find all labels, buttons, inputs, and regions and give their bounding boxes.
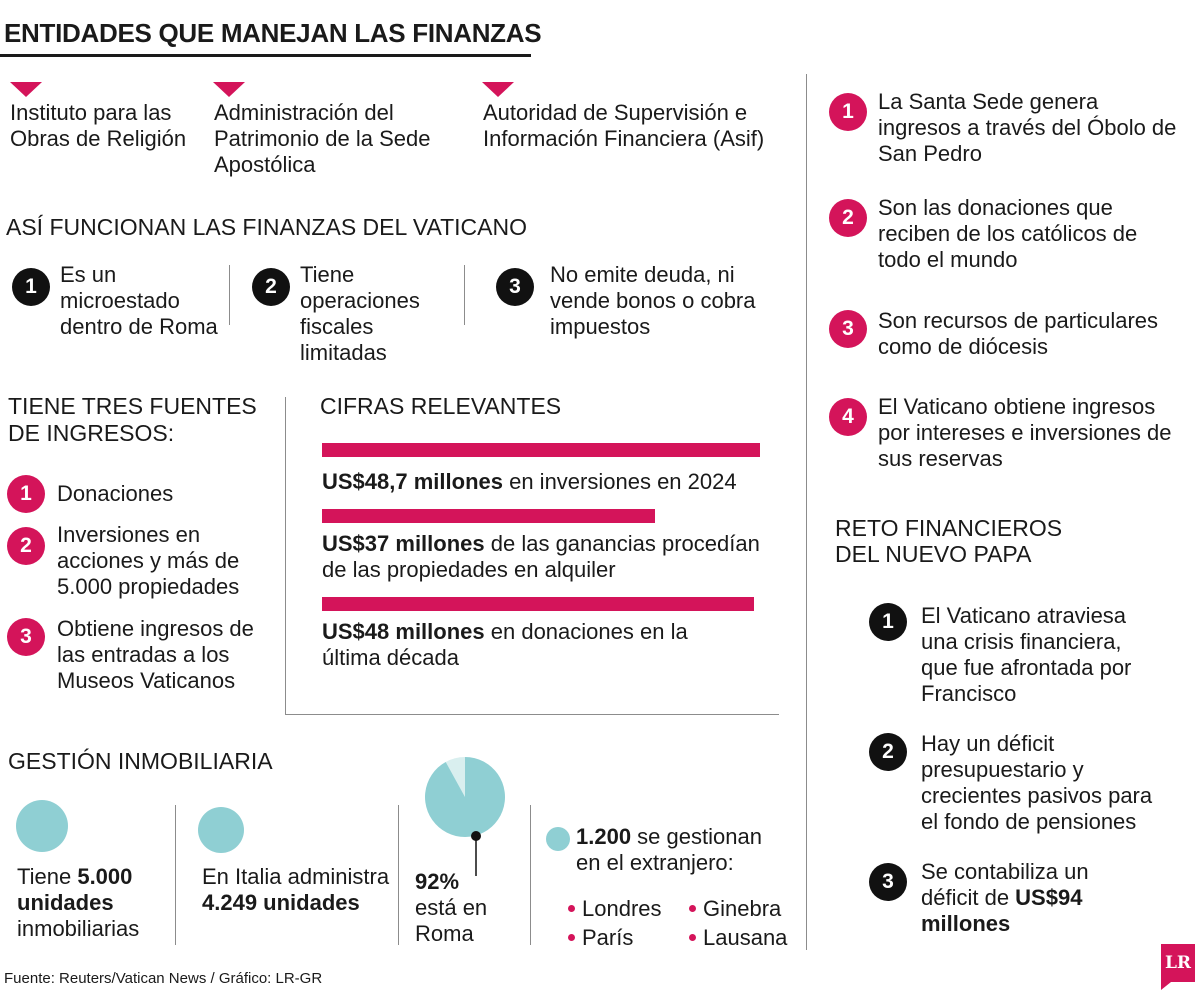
gestion-tiene: Tiene 5.000 unidades inmobiliarias <box>17 864 167 942</box>
city-lausana: Lausana <box>689 925 787 951</box>
fuentes-heading-line1: TIENE TRES FUENTES <box>8 393 257 419</box>
number-1-icon: 1 <box>12 268 50 306</box>
gestion-extranjero-rest: se gestionan en el extranjero: <box>576 824 762 875</box>
cifras-heading: CIFRAS RELEVANTES <box>320 393 562 419</box>
bullet-dot-icon <box>689 933 696 941</box>
ingresos-item-4: El Vaticano obtiene ingresos por interes… <box>878 394 1172 471</box>
bullet-dot-icon <box>568 933 575 941</box>
cifras-box-left-border <box>285 397 286 715</box>
gestion-roma: 92% está en Roma <box>415 869 525 947</box>
reto-heading-line2: DEL NUEVO PAPA <box>835 541 1032 567</box>
gestion-tiene-post: inmobiliarias <box>17 916 140 941</box>
gestion-extranjero-bold: 1.200 <box>576 824 632 849</box>
number-3-icon: 3 <box>869 863 907 901</box>
ingresos-item-3: Son recursos de particulares como de dió… <box>878 308 1159 359</box>
cifras-item-1: US$48,7 millones en inversiones en 2024 <box>322 469 782 495</box>
cifras-bar-donaciones <box>322 597 754 611</box>
cifras-item-1-desc: en inversiones en 2024 <box>502 469 737 494</box>
divider <box>464 265 465 325</box>
lr-logo: LR <box>1161 944 1195 982</box>
divider <box>229 265 230 325</box>
cifras-bar-inversiones <box>322 443 760 457</box>
page-title: ENTIDADES QUE MANEJAN LAS FINANZAS <box>4 18 542 48</box>
divider <box>175 805 176 945</box>
number-3-icon: 3 <box>829 310 867 348</box>
roma-pie-chart <box>425 757 506 876</box>
gestion-roma-pct: 92% <box>415 869 460 894</box>
divider <box>530 805 531 945</box>
divider <box>398 805 399 945</box>
reto-item-3-pre: Se contabiliza un déficit de <box>921 859 1089 910</box>
funcionan-item-2: Tiene operaciones fiscales limitadas <box>300 262 420 365</box>
cifras-box-bottom-border <box>285 714 779 715</box>
funcionan-heading: ASÍ FUNCIONAN LAS FINANZAS DEL VATICANO <box>6 214 527 240</box>
pie-slice-roma <box>425 757 506 837</box>
ingresos-item-2: Son las donaciones que reciben de los ca… <box>878 195 1138 272</box>
bullet-dot-icon <box>689 904 696 912</box>
cifras-bar-propiedades <box>322 509 655 523</box>
gestion-roma-text: está en Roma <box>415 895 488 946</box>
gestion-heading: GESTIÓN INMOBILIARIA <box>8 748 273 774</box>
triangle-marker-icon <box>10 82 42 97</box>
city-londres: Londres <box>568 896 662 922</box>
reto-item-1: El Vaticano atraviesa una crisis financi… <box>921 603 1132 706</box>
ingresos-item-1: La Santa Sede genera ingresos a través d… <box>878 89 1177 166</box>
number-1-icon: 1 <box>869 603 907 641</box>
cifras-item-3-amount: US$48 millones <box>322 619 485 644</box>
triangle-marker-icon <box>482 82 514 97</box>
city-ginebra: Ginebra <box>689 896 781 922</box>
number-2-icon: 2 <box>252 268 290 306</box>
reto-heading-line1: RETO FINANCIEROS <box>835 515 1063 541</box>
bullet-dot-icon <box>568 904 575 912</box>
city-label: Lausana <box>703 925 788 950</box>
number-3-icon: 3 <box>496 268 534 306</box>
gestion-extranjero: 1.200 se gestionan en el extranjero: <box>576 824 791 876</box>
reto-item-3-bold: US$94 millones <box>921 885 1083 936</box>
triangle-marker-icon <box>213 82 245 97</box>
number-4-icon: 4 <box>829 398 867 436</box>
gestion-tiene-bold: 5.000 unidades <box>17 864 133 915</box>
circle-1200-icon <box>546 827 570 851</box>
pie-slice-rest <box>445 757 465 797</box>
fuentes-item-2: Inversiones en acciones y más de 5.000 p… <box>57 522 240 599</box>
cifras-item-2: US$37 millones de las ganancias procedía… <box>322 531 772 583</box>
entity-iob: Instituto para las Obras de Religión <box>10 100 187 151</box>
source-credit: Fuente: Reuters/Vatican News / Gráfico: … <box>4 970 323 987</box>
entity-asif: Autoridad de Supervisión e Información F… <box>483 100 765 151</box>
reto-item-2: Hay un déficit presupuestario y crecient… <box>921 731 1153 834</box>
city-label: París <box>582 925 634 950</box>
gestion-italia: En Italia administra 4.249 unidades <box>202 864 392 916</box>
fuentes-item-1: Donaciones <box>57 481 174 506</box>
fuentes-heading-line2: DE INGRESOS: <box>8 420 175 446</box>
circle-5000-icon <box>16 800 68 852</box>
gestion-tiene-pre: Tiene <box>17 864 78 889</box>
fuentes-item-3: Obtiene ingresos de las entradas a los M… <box>57 616 254 693</box>
number-1-icon: 1 <box>829 93 867 131</box>
funcionan-item-1: Es un microestado dentro de Roma <box>60 262 218 339</box>
cifras-item-3-desc: en donaciones en la última década <box>322 619 688 670</box>
cifras-item-2-desc: de las ganancias procedían de las propie… <box>322 531 760 582</box>
number-1-icon: 1 <box>7 475 45 513</box>
city-paris: París <box>568 925 633 951</box>
gestion-italia-bold: 4.249 unidades <box>202 890 360 915</box>
title-rule <box>0 54 531 57</box>
cifras-item-1-amount: US$48,7 millones <box>322 469 503 494</box>
city-label: Londres <box>582 896 662 921</box>
gestion-italia-pre: En Italia administra <box>202 864 390 889</box>
number-2-icon: 2 <box>829 199 867 237</box>
cifras-item-3: US$48 millones en donaciones en la últim… <box>322 619 742 671</box>
lr-logo-notch <box>1161 982 1171 990</box>
funcionan-item-3: No emite deuda, ni vende bonos o cobra i… <box>550 262 756 339</box>
circle-4249-icon <box>198 807 244 853</box>
number-2-icon: 2 <box>7 527 45 565</box>
column-divider <box>806 74 807 950</box>
number-3-icon: 3 <box>7 618 45 656</box>
number-2-icon: 2 <box>869 733 907 771</box>
cifras-item-2-amount: US$37 millones <box>322 531 485 556</box>
pie-leader-dot <box>471 831 481 841</box>
city-label: Ginebra <box>703 896 782 921</box>
reto-item-3: Se contabiliza un déficit de US$94 millo… <box>921 859 1121 937</box>
entity-apsa: Administración del Patrimonio de la Sede… <box>214 100 431 177</box>
